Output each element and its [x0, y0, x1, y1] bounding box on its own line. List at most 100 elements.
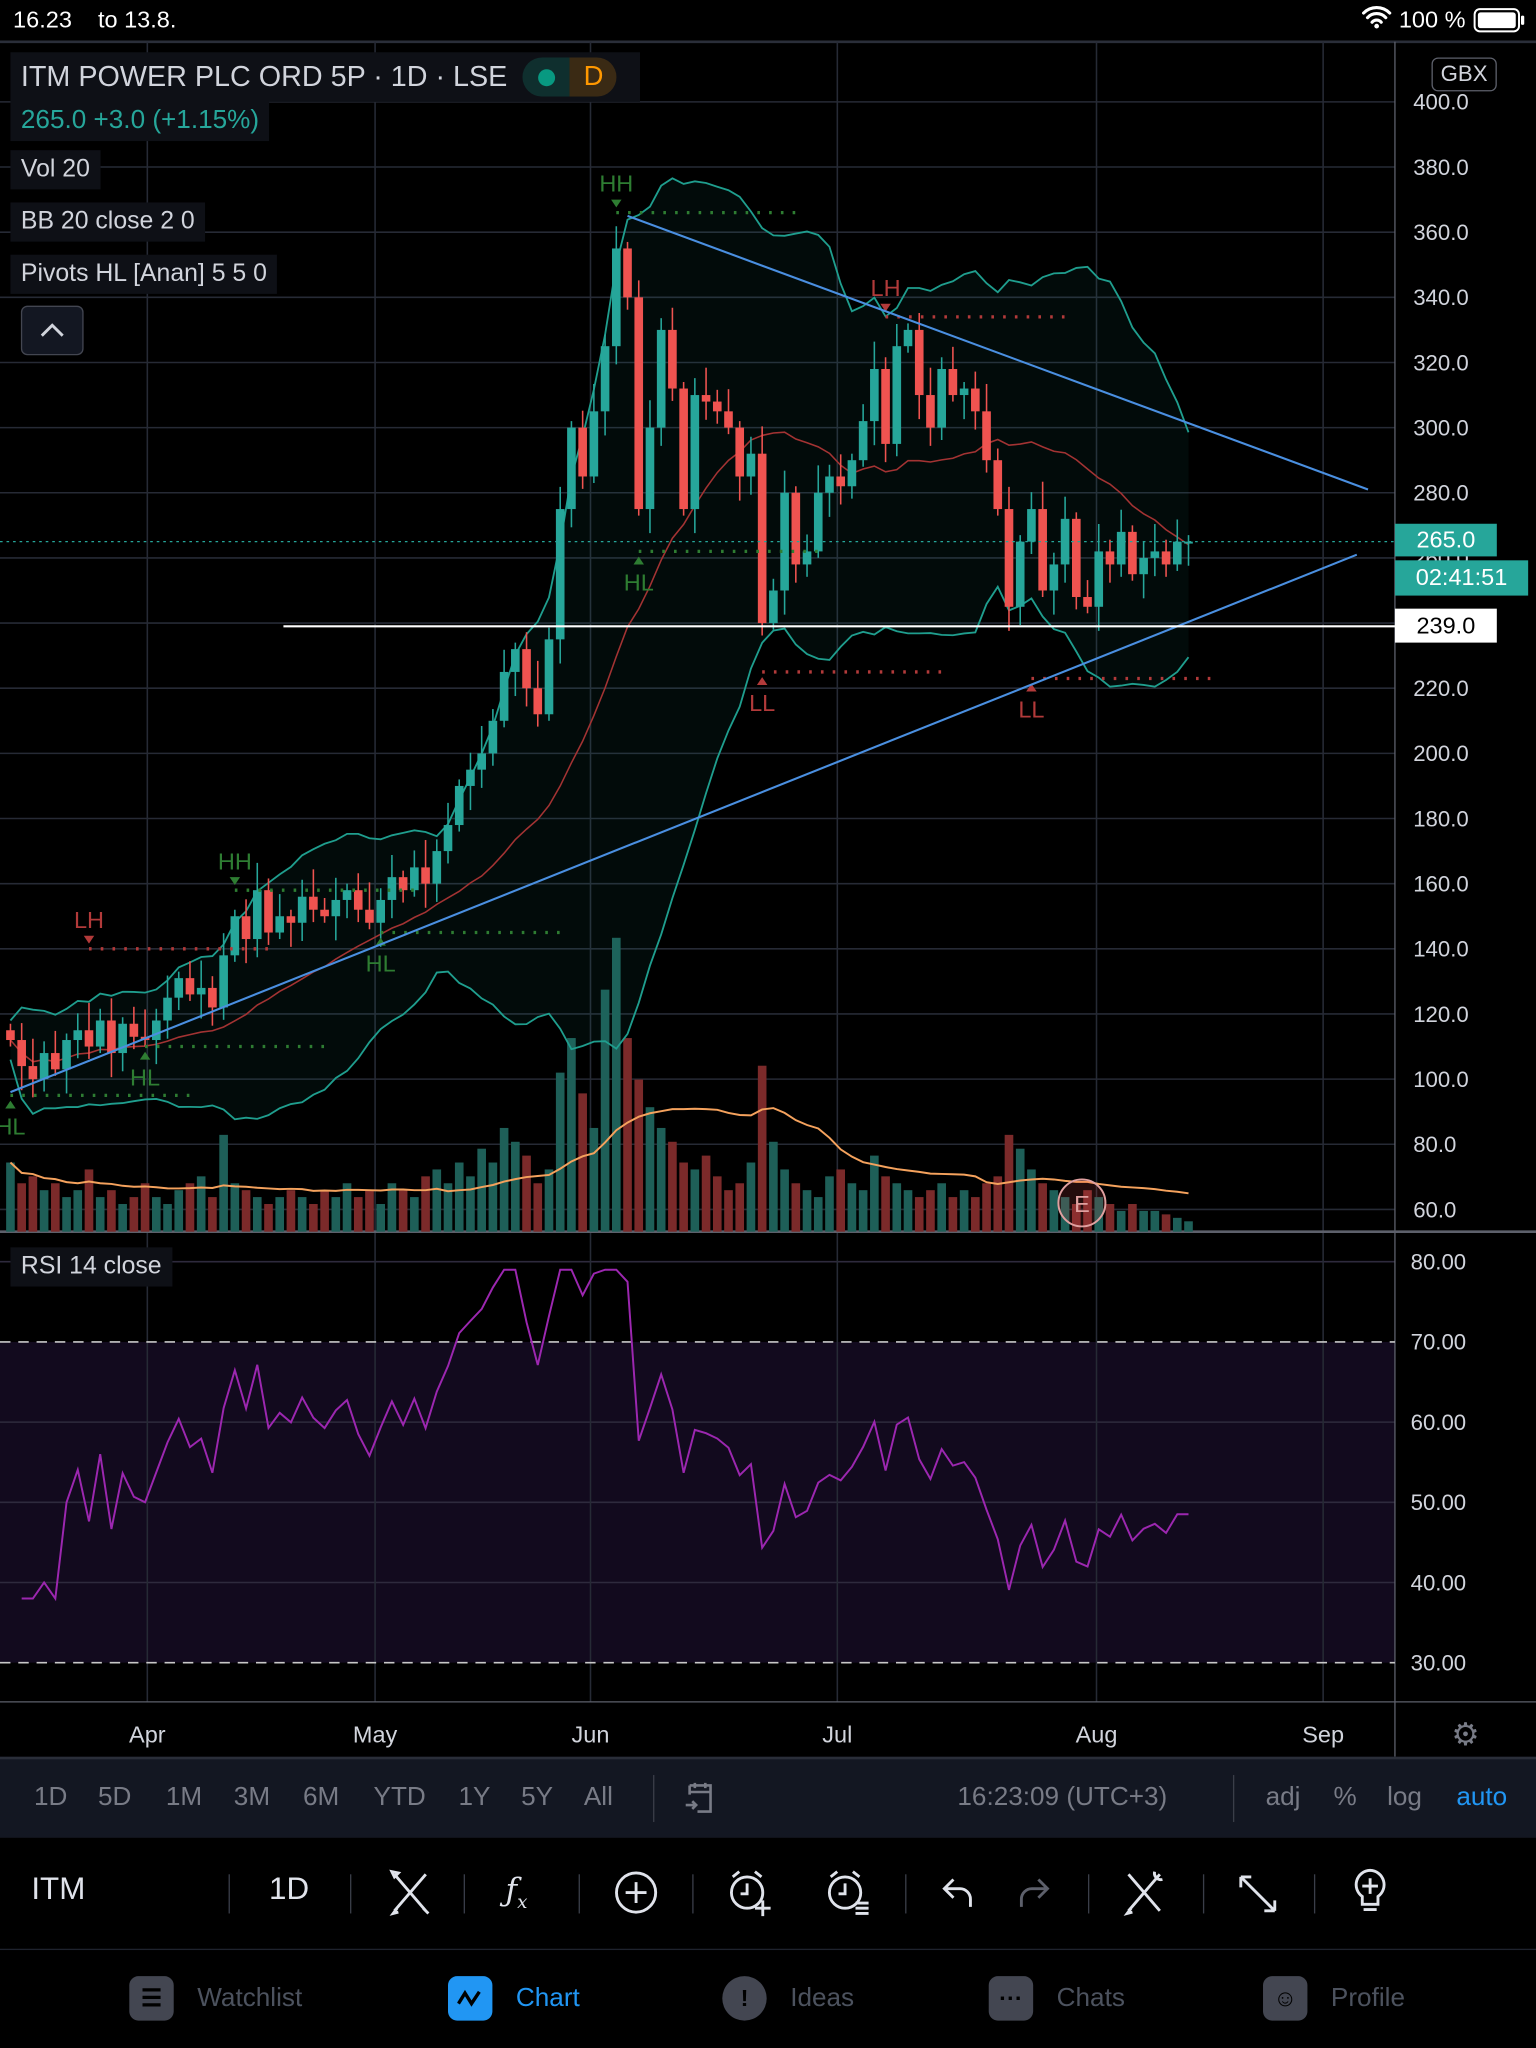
volume-bar: [488, 1162, 498, 1232]
price-axis-label: 200.0: [1413, 741, 1469, 766]
candle-body: [567, 427, 576, 510]
candle-body: [17, 1040, 26, 1067]
candle-body: [511, 649, 520, 672]
add-alert-icon[interactable]: [726, 1866, 773, 1927]
drawing-tools-icon[interactable]: [387, 1866, 434, 1927]
candle-body: [858, 421, 868, 461]
profile-icon: ☺: [1263, 1976, 1308, 2021]
volume-bar: [589, 1127, 599, 1232]
volume-bar: [432, 1169, 442, 1232]
percent-toggle[interactable]: %: [1333, 1782, 1357, 1812]
candle-body: [634, 297, 644, 510]
volume-bar: [398, 1190, 408, 1232]
candle-body: [62, 1040, 71, 1070]
candle-body: [297, 896, 307, 923]
pivot-label: LL: [749, 690, 775, 716]
range-1y[interactable]: 1Y: [458, 1782, 491, 1812]
candle-body: [353, 890, 363, 910]
auto-toggle[interactable]: auto: [1456, 1782, 1508, 1812]
volume-bar: [926, 1190, 935, 1232]
volume-bar: [1049, 1190, 1059, 1232]
horizontal-line-price-label[interactable]: 239.0: [1394, 608, 1497, 643]
candle-body: [376, 899, 386, 923]
legend-rsi[interactable]: RSI 14 close: [10, 1247, 173, 1287]
volume-bar: [309, 1204, 318, 1232]
indicators-icon[interactable]: ƒx: [505, 1871, 528, 1914]
volume-bar: [230, 1183, 240, 1232]
pivot-marker: [880, 303, 891, 312]
range-5y[interactable]: 5Y: [521, 1782, 554, 1812]
volume-bar: [1015, 1148, 1025, 1232]
candle-body: [982, 411, 991, 461]
candle-body: [387, 877, 397, 900]
volume-bar: [656, 1127, 666, 1232]
range-3m[interactable]: 3M: [233, 1782, 271, 1812]
volume-bar: [320, 1190, 329, 1232]
range-5d[interactable]: 5D: [97, 1782, 132, 1812]
trendline-lower: [10, 553, 1358, 1094]
tab-watchlist[interactable]: ☰ Watchlist: [129, 1976, 302, 2021]
range-all[interactable]: All: [583, 1782, 613, 1812]
bar-countdown: 02:41:51: [1394, 560, 1529, 596]
candle-body: [454, 785, 464, 826]
volume-bar: [477, 1148, 486, 1232]
go-to-date-icon[interactable]: [682, 1780, 719, 1824]
pivot-marker: [139, 1051, 151, 1060]
volume-bar: [1083, 1190, 1092, 1232]
price-axis-label: 180.0: [1413, 806, 1469, 831]
trendline-upper: [627, 214, 1369, 491]
candle-body: [724, 411, 733, 428]
adjust-toggle[interactable]: adj: [1265, 1782, 1301, 1812]
candle-body: [1071, 518, 1081, 598]
volume-bar: [443, 1183, 453, 1232]
candle-body: [533, 688, 543, 715]
collapse-legend-button[interactable]: [20, 305, 84, 356]
tab-chats[interactable]: ··· Chats: [988, 1976, 1125, 2021]
volume-bar: [1128, 1204, 1137, 1232]
pivot-label: HL: [0, 1114, 25, 1140]
candle-body: [903, 329, 913, 347]
tab-chart[interactable]: Chart: [447, 1976, 580, 2021]
symbol-button[interactable]: ITM: [31, 1871, 86, 1907]
log-toggle[interactable]: log: [1387, 1782, 1422, 1812]
tab-ideas[interactable]: ! Ideas: [722, 1976, 854, 2021]
candle-body: [959, 388, 969, 396]
price-chart[interactable]: 400.0380.0360.0340.0320.0300.0280.0260.0…: [0, 0, 1536, 1757]
pivot-marker: [633, 556, 644, 565]
range-ytd[interactable]: YTD: [373, 1782, 426, 1812]
currency-label[interactable]: GBX: [1431, 57, 1497, 92]
legend-pivots[interactable]: Pivots HL [Anan] 5 5 0: [10, 254, 278, 294]
market-status-badge[interactable]: D: [523, 57, 618, 97]
interval-button[interactable]: 1D: [269, 1871, 310, 1907]
pivot-label: HL: [366, 951, 396, 977]
candle-body: [342, 890, 352, 900]
candle-body: [690, 395, 700, 510]
clock-time[interactable]: 16:23:09 (UTC+3): [957, 1782, 1168, 1812]
alerts-list-icon[interactable]: [824, 1866, 871, 1927]
legend-bollinger[interactable]: BB 20 close 2 0: [10, 202, 206, 242]
status-bar: 16.23 to 13.8. 100 %: [0, 0, 1536, 39]
ideas-bulb-icon[interactable]: [1351, 1866, 1390, 1927]
candle-body: [264, 890, 273, 933]
fullscreen-icon[interactable]: [1236, 1872, 1280, 1926]
range-6m[interactable]: 6M: [303, 1782, 340, 1812]
legend-volume[interactable]: Vol 20: [10, 150, 101, 190]
undo-icon[interactable]: [940, 1872, 977, 1923]
volume-bar: [914, 1197, 924, 1232]
add-icon[interactable]: [613, 1869, 660, 1925]
redo-icon[interactable]: [1015, 1872, 1052, 1923]
symbol-legend[interactable]: ITM POWER PLC ORD 5P · 1D · LSE D: [10, 52, 641, 102]
range-1d[interactable]: 1D: [33, 1782, 68, 1812]
tab-profile[interactable]: ☺ Profile: [1263, 1976, 1405, 2021]
volume-ma-line: [9, 1107, 1189, 1195]
volume-bar: [1094, 1197, 1104, 1232]
candle-body: [432, 851, 442, 884]
price-axis-label: 400.0: [1413, 90, 1469, 115]
settings-tools-icon[interactable]: [1121, 1866, 1168, 1927]
price-axis-label: 380.0: [1413, 155, 1469, 180]
volume-bar: [73, 1190, 83, 1232]
candle-body: [51, 1053, 60, 1070]
volume-bar: [668, 1141, 677, 1232]
range-1m[interactable]: 1M: [165, 1782, 203, 1812]
volume-bar: [39, 1190, 49, 1232]
